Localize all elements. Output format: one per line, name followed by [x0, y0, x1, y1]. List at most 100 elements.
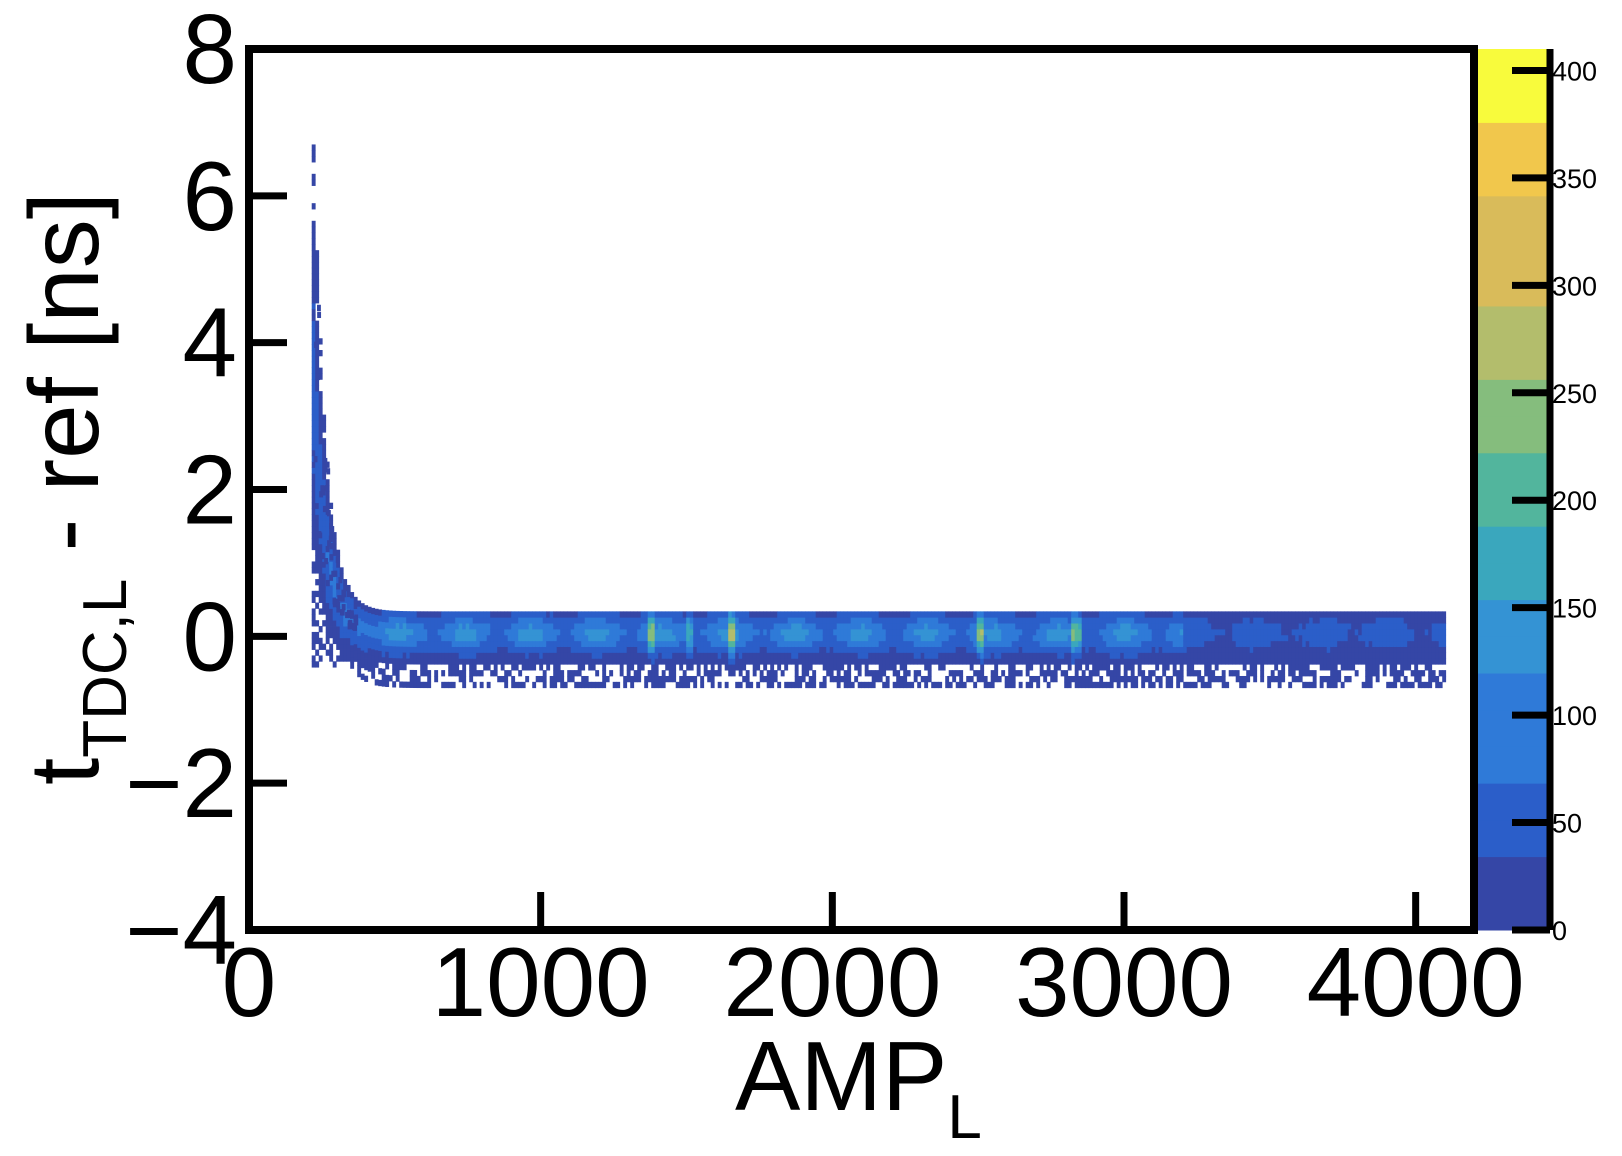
heatmap-cell: [721, 646, 726, 653]
heatmap-cell: [630, 664, 635, 671]
heatmap-cell: [339, 573, 344, 580]
heatmap-cell: [1144, 675, 1149, 683]
heatmap-cell: [1253, 675, 1258, 683]
heatmap-cell: [1333, 628, 1338, 636]
heatmap-cell: [854, 658, 859, 665]
heatmap-cell: [322, 567, 327, 574]
heatmap-cell: [920, 675, 925, 683]
heatmap-cell: [595, 652, 600, 659]
heatmap-cell: [367, 612, 372, 619]
heatmap-cell: [899, 611, 904, 618]
heatmap-cell: [1165, 652, 1170, 659]
heatmap-cell: [469, 664, 474, 671]
heatmap-cell: [437, 623, 442, 630]
heatmap-cell: [987, 652, 992, 659]
heatmap-cell: [532, 681, 537, 689]
heatmap-cell: [1242, 617, 1247, 624]
heatmap-cell: [378, 644, 383, 651]
heatmap-cell: [325, 496, 330, 504]
heatmap-cell: [1239, 675, 1244, 683]
heatmap-cell: [486, 628, 491, 636]
heatmap-cell: [1305, 652, 1310, 659]
heatmap-cell: [1435, 681, 1440, 689]
x-axis-label-main: AMP: [735, 1021, 947, 1131]
heatmap-cell: [504, 652, 509, 659]
heatmap-cell: [1372, 623, 1377, 630]
heatmap-cell: [857, 611, 862, 618]
heatmap-cell: [1179, 664, 1184, 671]
heatmap-cell: [756, 658, 761, 665]
heatmap-cell: [315, 555, 320, 562]
heatmap-cell: [1253, 664, 1258, 671]
heatmap-cell: [518, 681, 523, 689]
heatmap-cell: [1365, 652, 1370, 659]
heatmap-cell: [1351, 640, 1356, 648]
heatmap-cell: [1186, 681, 1191, 689]
heatmap-cell: [994, 646, 999, 653]
heatmap-cell: [315, 291, 320, 298]
heatmap-cell: [1424, 664, 1429, 671]
heatmap-cell: [889, 611, 894, 618]
heatmap-cell: [966, 617, 971, 624]
heatmap-cell: [686, 652, 691, 659]
heatmap-cell: [374, 655, 379, 663]
heatmap-cell: [1025, 646, 1030, 653]
heatmap-cell: [1298, 611, 1303, 618]
heatmap-cell: [325, 502, 330, 509]
heatmap-cell: [1288, 617, 1293, 624]
heatmap-cell: [952, 658, 957, 665]
heatmap-cell: [479, 658, 484, 665]
heatmap-cell: [619, 640, 624, 648]
heatmap-cell: [1386, 634, 1391, 642]
heatmap-cell: [1064, 623, 1069, 630]
heatmap-cell: [892, 611, 897, 618]
heatmap-cell: [990, 658, 995, 665]
heatmap-cell: [360, 626, 365, 633]
heatmap-cell: [325, 584, 330, 592]
heatmap-cell: [654, 617, 659, 624]
heatmap-cell: [504, 670, 509, 677]
heatmap-cell: [542, 611, 547, 618]
heatmap-cell: [1074, 628, 1079, 636]
heatmap-cell: [1428, 664, 1433, 671]
heatmap-cell: [577, 634, 582, 642]
heatmap-cell: [913, 670, 918, 677]
colorbar-band: [1478, 819, 1550, 858]
heatmap-cell: [420, 652, 425, 659]
heatmap-cell: [675, 617, 680, 624]
heatmap-cell: [1193, 640, 1198, 648]
heatmap-cell: [329, 596, 334, 603]
heatmap-cell: [451, 664, 456, 671]
heatmap-cell: [630, 617, 635, 624]
heatmap-cell: [553, 681, 558, 689]
heatmap-cell: [497, 646, 502, 653]
heatmap-cell: [1218, 646, 1223, 653]
heatmap-cell: [329, 620, 334, 627]
heatmap-cell: [728, 664, 733, 671]
heatmap-cell: [973, 646, 978, 653]
heatmap-cell: [829, 623, 834, 630]
heatmap-cell: [409, 669, 414, 677]
heatmap-cell: [665, 640, 670, 648]
heatmap-cell: [812, 623, 817, 630]
heatmap-cell: [917, 634, 922, 642]
heatmap-cell: [931, 634, 936, 642]
heatmap-cell: [854, 664, 859, 671]
heatmap-cell: [532, 640, 537, 648]
heatmap-cell: [339, 614, 344, 621]
heatmap-cell: [871, 617, 876, 624]
heatmap-cell: [717, 611, 722, 618]
heatmap-cell: [507, 611, 512, 618]
heatmap-cell: [1064, 652, 1069, 659]
heatmap-cell: [458, 670, 463, 677]
heatmap-cell: [315, 637, 320, 645]
heatmap-cell: [990, 652, 995, 659]
heatmap-cell: [973, 628, 978, 636]
heatmap-cell: [735, 617, 740, 624]
heatmap-cell: [868, 623, 873, 630]
heatmap-cell: [539, 623, 544, 630]
heatmap-cell: [1162, 617, 1167, 624]
heatmap-cell: [1410, 681, 1415, 689]
heatmap-cell: [1407, 652, 1412, 659]
heatmap-cell: [1186, 640, 1191, 648]
